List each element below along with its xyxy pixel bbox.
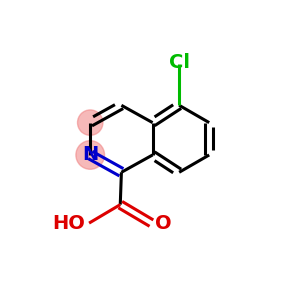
Text: Cl: Cl [169,53,190,72]
Text: O: O [155,214,172,232]
Text: HO: HO [53,214,86,232]
Circle shape [76,141,104,169]
Text: N: N [82,146,98,164]
Circle shape [77,110,103,135]
